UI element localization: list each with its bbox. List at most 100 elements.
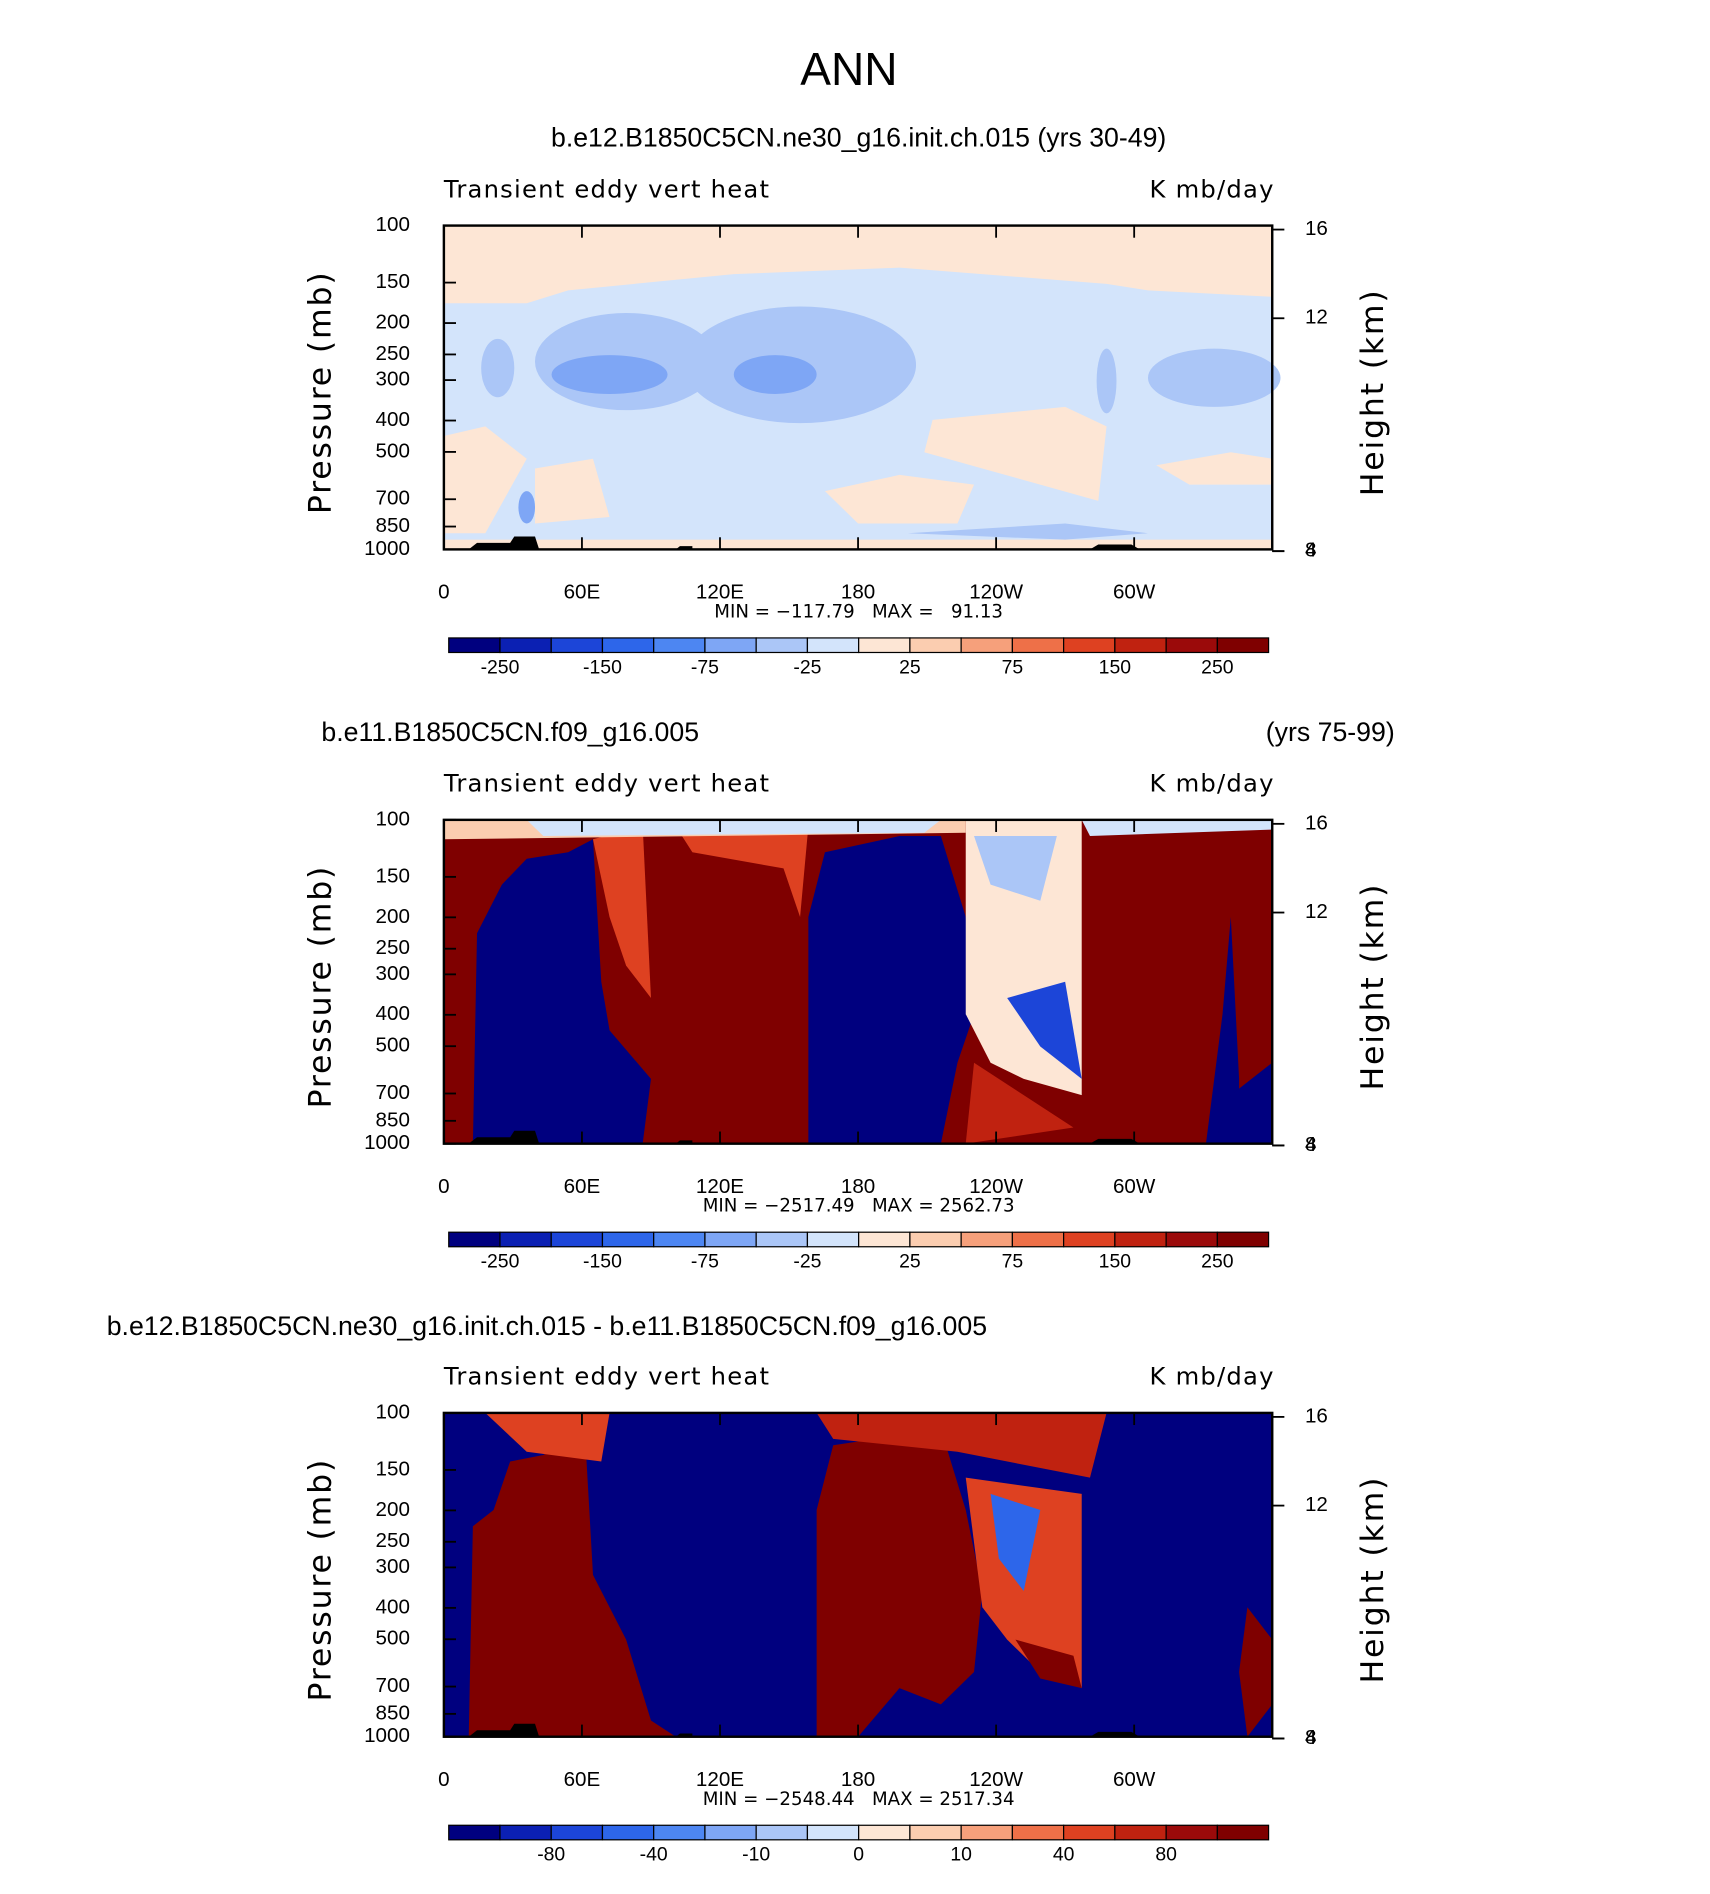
colorbar-label: 150: [1099, 1251, 1132, 1273]
x-tick-label: 180: [841, 1175, 875, 1198]
y-tick-label: 200: [376, 905, 410, 928]
panel-title-right: (yrs 75-99): [1266, 717, 1395, 747]
panel-title: b.e12.B1850C5CN.ne30_g16.init.ch.015 (yr…: [551, 123, 1166, 153]
colorbar-box: [601, 1231, 655, 1248]
y-tick-label: 300: [376, 368, 410, 391]
contour-fill: [1239, 1607, 1273, 1737]
x-tick-label: 60E: [564, 1768, 601, 1791]
y-axis-label: Pressure (mb): [302, 865, 338, 1109]
colorbar-box: [448, 1231, 501, 1248]
topography: [468, 536, 540, 550]
colorbar-box: [550, 637, 604, 654]
panel: b.e12.B1850C5CN.ne30_g16.init.ch.015 - b…: [107, 1311, 1391, 1866]
colorbar-box: [499, 1231, 552, 1248]
colorbar-label: -150: [583, 656, 622, 678]
y2-tick-label: 12: [1305, 306, 1328, 329]
colorbar-label: -150: [583, 1251, 622, 1273]
colorbar-box: [909, 1231, 962, 1248]
colorbar-label: -25: [793, 1251, 821, 1273]
x-tick-label: 120E: [696, 1175, 744, 1198]
colorbar-box: [601, 1824, 655, 1841]
x-tick-label: 180: [841, 1768, 875, 1791]
x-tick-label: 180: [841, 580, 875, 603]
colorbar-box: [653, 1231, 706, 1248]
contour-fill: [551, 355, 668, 394]
y2-tick-label: 16: [1305, 217, 1328, 240]
colorbar-label: 75: [1002, 656, 1024, 678]
colorbar-box: [960, 1231, 1013, 1248]
colorbar-label: 250: [1201, 1251, 1234, 1273]
colorbar-box: [1063, 637, 1116, 654]
y-tick-label: 850: [376, 514, 410, 537]
colorbar-box: [806, 1824, 860, 1841]
left-string: Transient eddy vert heat: [443, 174, 770, 203]
panel: b.e12.B1850C5CN.ne30_g16.init.ch.015 (yr…: [302, 123, 1391, 679]
colorbar-box: [858, 1231, 911, 1248]
colorbar-box: [704, 1824, 757, 1841]
colorbar-box: [1011, 637, 1065, 654]
topography: [1089, 1138, 1140, 1144]
x-tick-label: 120E: [696, 1768, 744, 1791]
y-tick-label: 1000: [364, 537, 410, 560]
y2-tick-label: 12: [1305, 900, 1328, 923]
colorbar-box: [550, 1231, 604, 1248]
contour-fill: [990, 1493, 1041, 1592]
colorbar-box: [1114, 1824, 1167, 1841]
y-tick-label: 300: [376, 1555, 410, 1578]
colorbar-box: [755, 637, 809, 654]
right-string: K mb/day: [1150, 769, 1275, 798]
min-max-annotation: MIN = −2517.49 MAX = 2562.73: [703, 1196, 1015, 1217]
right-string: K mb/day: [1150, 1362, 1275, 1391]
min-max-annotation: MIN = −117.79 MAX = 91.13: [714, 601, 1003, 622]
colorbar-box: [806, 637, 860, 654]
y2-tick-label: 8: [1305, 539, 1316, 562]
topography: [468, 1723, 540, 1737]
colorbar-box: [1165, 1231, 1218, 1248]
topography: [1089, 544, 1140, 550]
colorbar-label: 75: [1002, 1251, 1024, 1273]
colorbar-box: [1011, 1824, 1065, 1841]
y-tick-label: 200: [376, 1498, 410, 1521]
contour-fill: [443, 426, 527, 534]
y2-tick-label: 8: [1305, 1726, 1316, 1749]
colorbar-box: [499, 1824, 552, 1841]
colorbar-label: 80: [1155, 1844, 1177, 1866]
colorbar-box: [601, 637, 655, 654]
y-tick-label: 250: [376, 1529, 410, 1552]
topography: [468, 1130, 540, 1144]
colorbar-box: [1114, 1231, 1167, 1248]
x-tick-label: 60E: [564, 580, 601, 603]
colorbar-box: [704, 1231, 757, 1248]
contour-fill: [1156, 452, 1273, 485]
figure-body: ANN b.e12.B1850C5CN.ne30_g16.init.ch.015…: [107, 43, 1395, 1866]
colorbar-label: 250: [1201, 656, 1234, 678]
contour-fill: [924, 406, 1107, 501]
contour-fill: [535, 458, 610, 524]
y2-axis-label: Height (km): [1355, 883, 1391, 1091]
contour-fill: [824, 474, 975, 524]
colorbar-label: 25: [899, 1251, 921, 1273]
contour-fill: [675, 826, 809, 917]
contour-fill: [518, 491, 536, 524]
left-string: Transient eddy vert heat: [443, 769, 770, 798]
y2-tick-label: 16: [1305, 1404, 1328, 1427]
colorbar-box: [806, 1231, 860, 1248]
colorbar-box: [448, 1824, 501, 1841]
colorbar-box: [704, 637, 757, 654]
figure-title: ANN: [800, 43, 897, 95]
y-tick-label: 700: [376, 1674, 410, 1697]
colorbar-box: [1011, 1231, 1065, 1248]
contour-fill: [1147, 348, 1281, 407]
y-tick-label: 250: [376, 342, 410, 365]
colorbar-box: [1063, 1824, 1116, 1841]
colorbar-box: [448, 637, 501, 654]
contour-fill: [1007, 981, 1082, 1079]
y-tick-label: 500: [376, 1034, 410, 1057]
contour-fill: [733, 355, 817, 394]
y-tick-label: 500: [376, 439, 410, 462]
x-tick-label: 120E: [696, 580, 744, 603]
colorbar-label: -25: [793, 656, 821, 678]
y-axis-label: Pressure (mb): [302, 271, 338, 515]
